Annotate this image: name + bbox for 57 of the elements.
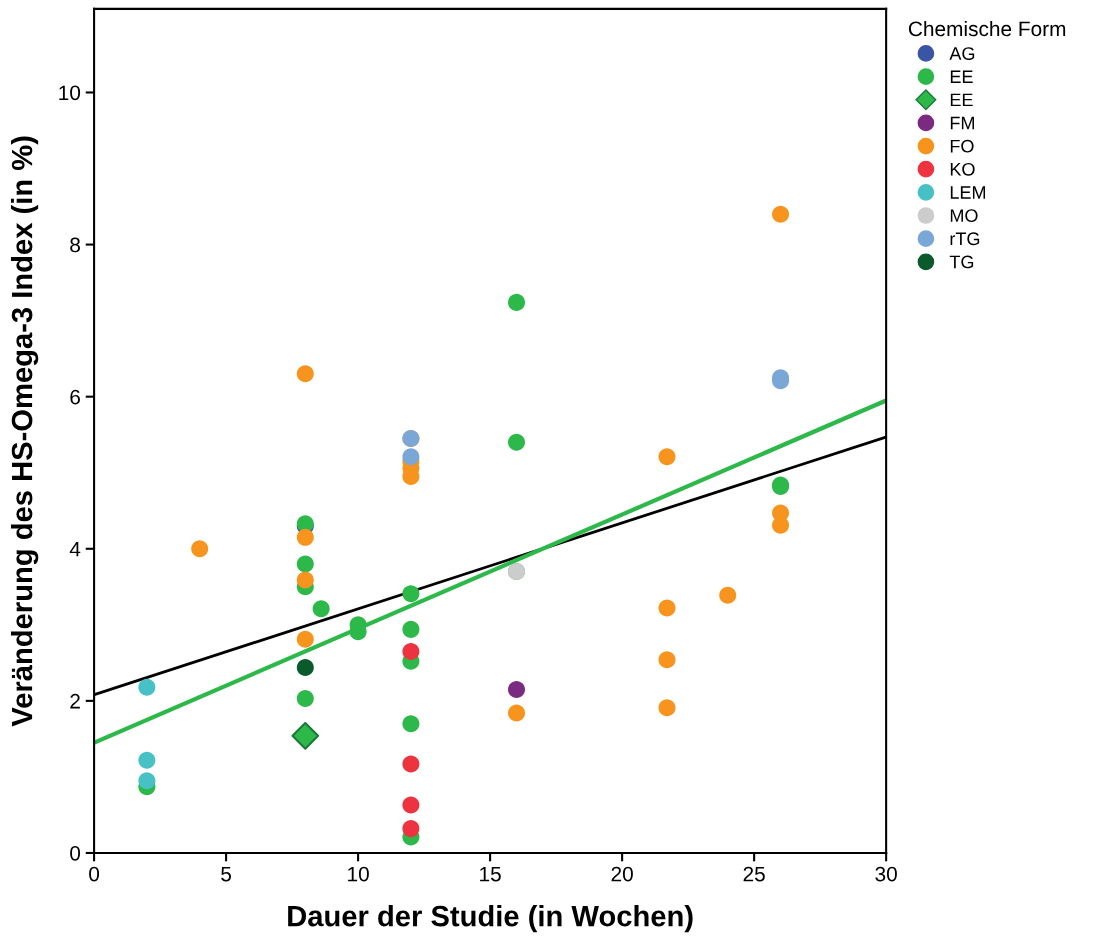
point [191, 540, 209, 558]
point [658, 599, 676, 617]
point [291, 722, 320, 750]
point [296, 555, 314, 573]
point [658, 448, 676, 466]
point [296, 571, 314, 589]
legend-title: Chemische Form [908, 20, 1066, 37]
point [296, 528, 314, 546]
point [402, 796, 420, 814]
x-tick-label: 15 [480, 866, 501, 882]
y-tick-label: 0 [70, 845, 81, 861]
y-tick-label: 6 [70, 389, 80, 405]
point [312, 600, 330, 618]
point [402, 585, 420, 603]
point [508, 293, 526, 311]
y-tick-label: 2 [70, 693, 80, 709]
legend-label: EE [950, 70, 973, 83]
point [402, 448, 420, 466]
legend-label: KO [950, 162, 975, 176]
x-tick-label: 25 [743, 866, 765, 882]
point [508, 704, 526, 722]
legend-label: MO [950, 209, 978, 223]
point [508, 680, 526, 698]
point [402, 820, 420, 838]
legend-label: FM [950, 116, 974, 130]
point [719, 586, 737, 604]
point [402, 755, 420, 773]
point [138, 772, 156, 790]
x-tick-label: 30 [875, 866, 897, 882]
point [296, 658, 314, 676]
point [138, 751, 156, 769]
point [658, 651, 676, 669]
point [296, 630, 314, 648]
point [658, 699, 676, 717]
point [402, 715, 420, 733]
legend-label: EE [950, 93, 973, 107]
x-tick-label: 0 [89, 866, 100, 882]
point [402, 620, 420, 638]
point [296, 690, 314, 708]
legend-label: AG [949, 47, 975, 60]
x-tick-label: 5 [221, 866, 232, 882]
x-axis-title: Dauer der Studie (in Wochen) [288, 905, 693, 933]
y-tick-label: 10 [59, 85, 81, 101]
legend-label: LEM [950, 186, 986, 199]
point [772, 205, 790, 223]
point [296, 365, 314, 383]
point [508, 433, 526, 451]
point [402, 642, 420, 660]
legend-label: FO [950, 139, 974, 153]
x-tick-label: 20 [611, 866, 633, 882]
y-tick-label: 4 [69, 541, 81, 557]
legend-label: rTG [950, 232, 980, 246]
legend-label: TG [949, 255, 974, 269]
y-tick-label: 8 [70, 237, 80, 253]
y-axis-title: Veränderung des HS-Omega-3 Index (in %) [10, 136, 39, 727]
x-tick-label: 10 [348, 866, 369, 882]
point [138, 678, 156, 696]
